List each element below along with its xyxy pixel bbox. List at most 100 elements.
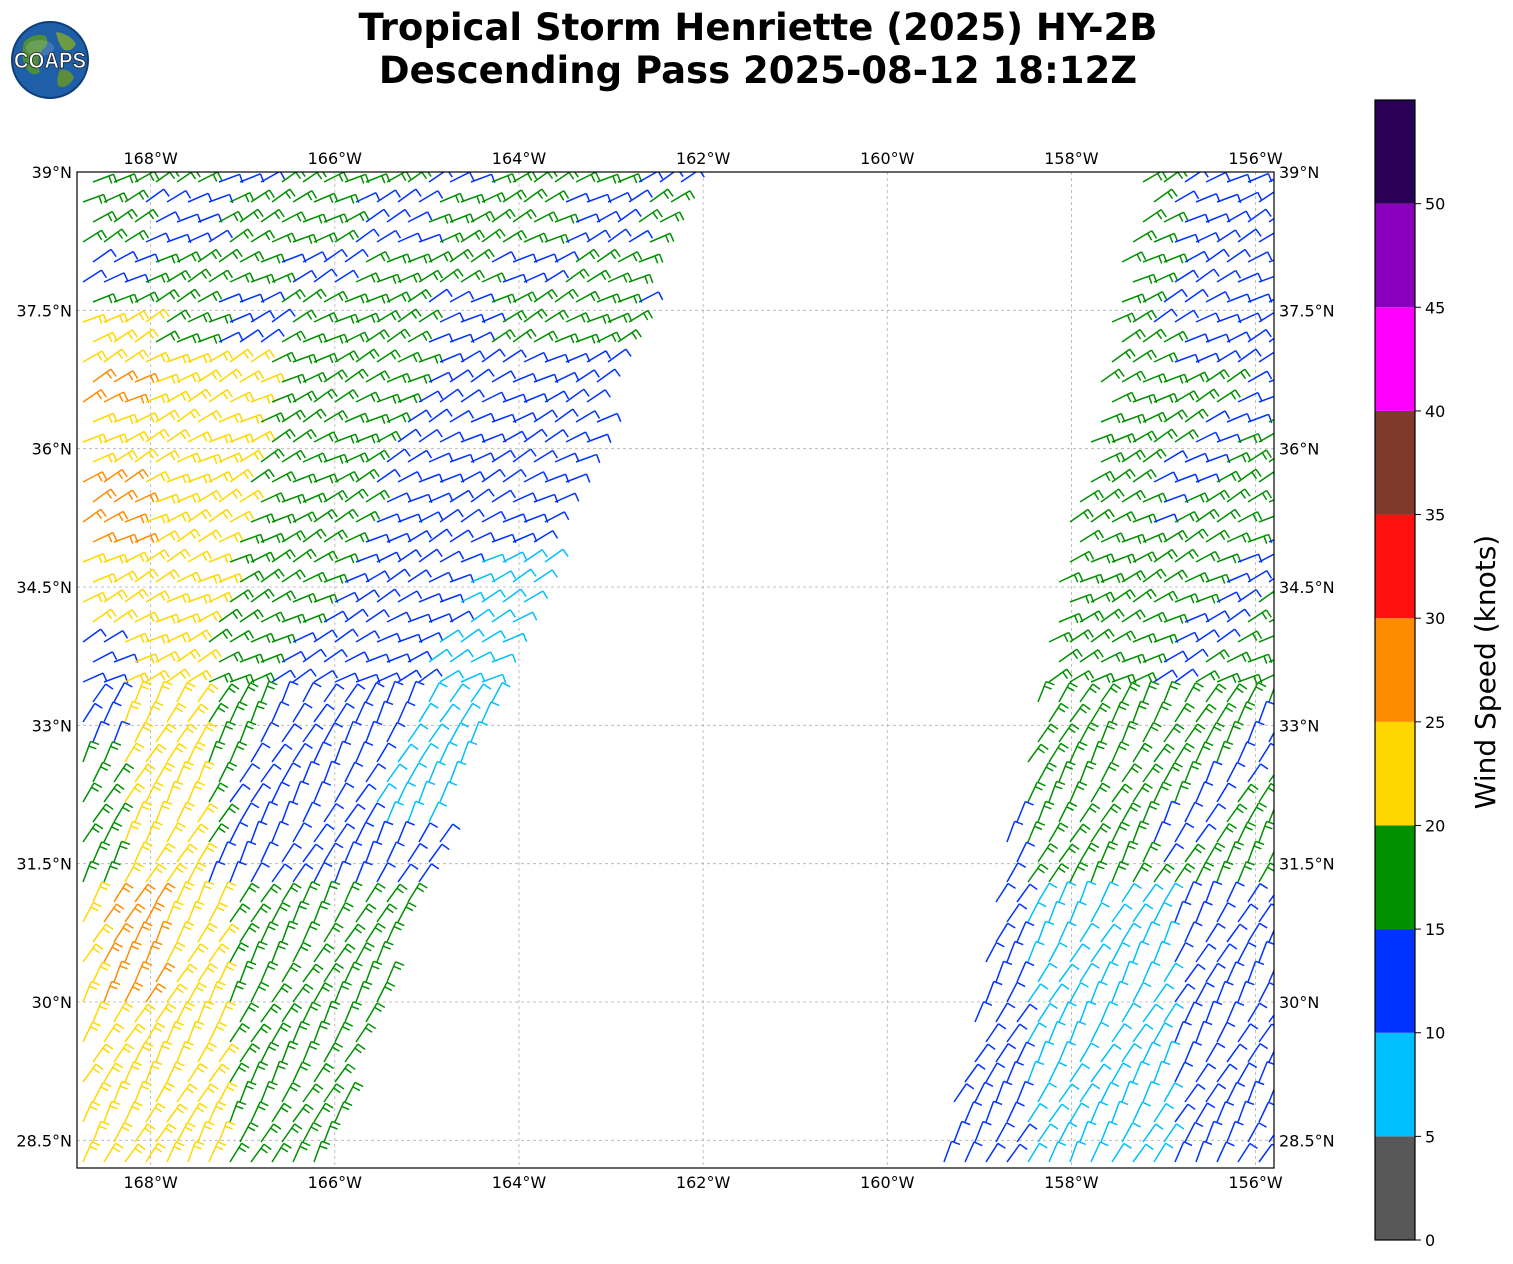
wind-barb xyxy=(1205,489,1231,503)
wind-barb xyxy=(239,449,265,463)
wind-barb xyxy=(397,863,419,883)
wind-barb xyxy=(1121,1002,1142,1023)
wind-barb xyxy=(145,1060,163,1083)
wind-barb xyxy=(1174,1061,1194,1083)
wind-barb xyxy=(1268,538,1274,543)
wind-barb xyxy=(229,1023,251,1043)
wind-barb xyxy=(218,1120,236,1143)
wind-barb xyxy=(271,701,290,723)
wind-barb xyxy=(985,1100,1003,1123)
wind-barb xyxy=(103,468,128,483)
wind-barb xyxy=(964,1141,983,1163)
wind-barb xyxy=(544,309,570,323)
wind-barb xyxy=(365,449,391,463)
wind-barb xyxy=(1184,408,1209,423)
wind-barb xyxy=(334,901,354,923)
wind-barb xyxy=(355,391,381,403)
wind-barb xyxy=(1153,272,1179,283)
wind-barb xyxy=(218,210,244,223)
wind-barb xyxy=(1237,1023,1259,1043)
wind-barb xyxy=(82,980,100,1003)
wind-barb xyxy=(1079,610,1105,623)
colorbar-bin xyxy=(1375,203,1415,308)
wind-barb xyxy=(166,632,192,643)
wind-barb xyxy=(628,229,654,243)
wind-barb xyxy=(397,428,422,443)
wind-barb xyxy=(1037,723,1059,743)
wind-barb xyxy=(1090,823,1112,843)
wind-barb xyxy=(449,648,474,663)
wind-barb xyxy=(1153,1022,1173,1043)
wind-barb xyxy=(292,702,313,723)
wind-barb xyxy=(1184,963,1206,983)
wind-barb xyxy=(439,431,465,443)
wind-barb xyxy=(271,781,290,803)
wind-barb xyxy=(365,802,386,823)
wind-barb xyxy=(92,210,118,223)
wind-barb xyxy=(239,802,260,823)
wind-barb xyxy=(134,208,159,223)
wind-barb xyxy=(554,371,580,383)
wind-barb xyxy=(323,880,341,903)
wind-barb xyxy=(208,943,230,963)
wind-barb xyxy=(355,701,374,723)
wind-barb xyxy=(166,269,192,283)
wind-barb xyxy=(124,783,146,803)
wind-barb xyxy=(1174,702,1195,723)
wind-barb xyxy=(512,611,538,623)
wind-barb xyxy=(323,1120,341,1143)
wind-barb xyxy=(176,760,194,783)
wind-barb xyxy=(166,900,184,923)
wind-barb xyxy=(187,741,206,763)
wind-barb xyxy=(1174,822,1195,843)
wind-barb xyxy=(344,531,370,543)
colorbar-bin xyxy=(1375,929,1415,1033)
wind-barb xyxy=(1205,721,1225,743)
wind-barb xyxy=(544,190,570,203)
wind-barb xyxy=(1268,686,1274,703)
wind-barb xyxy=(1079,1120,1097,1143)
wind-barb xyxy=(197,648,222,663)
lon-tick-top: 164°W xyxy=(492,149,547,168)
wind-barb xyxy=(313,669,339,683)
wind-barb xyxy=(1111,741,1130,763)
wind-barb xyxy=(428,371,454,383)
wind-barb xyxy=(187,669,213,683)
wind-barb xyxy=(208,1101,227,1123)
wind-barb xyxy=(365,720,383,743)
wind-barb xyxy=(1027,1102,1048,1123)
wind-barb xyxy=(460,269,486,283)
lat-tick-left: 33°N xyxy=(32,716,72,735)
wind-barb xyxy=(554,492,580,503)
colorbar-tick-label: 35 xyxy=(1425,506,1445,525)
wind-barb xyxy=(1069,670,1095,683)
wind-barb xyxy=(271,1102,292,1123)
wind-barb xyxy=(1090,902,1110,923)
wind-barb xyxy=(1184,572,1210,583)
chart-title: Tropical Storm Henriette (2025) HY-2B De… xyxy=(150,6,1366,92)
wind-barb xyxy=(281,920,299,943)
wind-barb xyxy=(218,1043,240,1063)
wind-barb xyxy=(512,411,538,423)
wind-barb xyxy=(386,721,406,743)
wind-barb xyxy=(1079,962,1100,983)
wind-barb xyxy=(334,1101,353,1123)
wind-barb xyxy=(1079,721,1099,743)
wind-barb xyxy=(313,780,332,803)
wind-barb xyxy=(1016,1123,1038,1143)
wind-barb xyxy=(1237,391,1263,403)
wind-barb xyxy=(124,820,142,843)
wind-barb xyxy=(1079,842,1100,863)
wind-barb xyxy=(145,669,171,683)
colorbar-bin xyxy=(1375,618,1415,722)
wind-barb xyxy=(659,211,685,223)
wind-barb xyxy=(292,1061,311,1083)
wind-barb xyxy=(1226,210,1252,223)
wind-barb xyxy=(260,763,282,783)
wind-barb xyxy=(481,468,506,483)
wind-barb xyxy=(229,741,248,763)
wind-barb xyxy=(449,248,474,263)
wind-barb xyxy=(1226,683,1248,703)
wind-barb xyxy=(365,960,383,983)
wind-barb xyxy=(187,1102,208,1123)
